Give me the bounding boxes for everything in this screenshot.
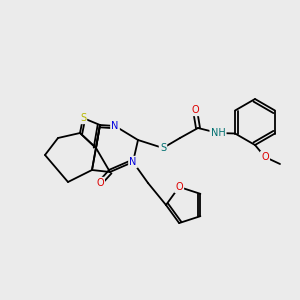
Text: S: S — [160, 143, 166, 153]
Text: O: O — [261, 152, 269, 162]
Text: O: O — [191, 105, 199, 115]
Text: NH: NH — [211, 128, 225, 138]
Text: N: N — [111, 121, 119, 131]
Text: O: O — [175, 182, 183, 192]
Text: S: S — [80, 113, 86, 123]
Text: O: O — [96, 178, 104, 188]
Text: N: N — [129, 157, 137, 167]
